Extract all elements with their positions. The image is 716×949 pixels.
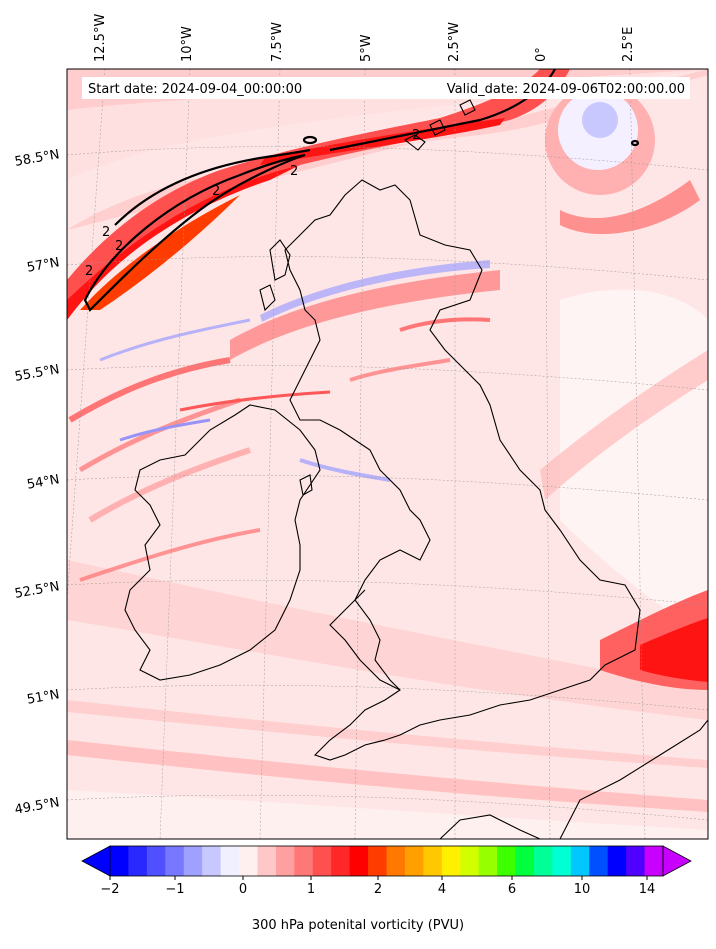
- lat-label: 49.5°N: [14, 795, 61, 818]
- map-frame: [66, 68, 709, 840]
- colorbar-segment: [368, 846, 387, 876]
- contour-label: 2: [85, 264, 93, 279]
- contour-labels: 2 2 2 2 2 2: [85, 128, 420, 279]
- colorbar-segment: [533, 846, 553, 876]
- colorbar-segment: [404, 846, 424, 876]
- valid-date-label: Valid_date: 2024-09-06T02:00:00.00: [447, 82, 685, 97]
- colorbar-outline: [109, 845, 664, 877]
- latitude-labels: 58.5°N 57°N 55.5°N 54°N 52.5°N 51°N 49.5°N: [14, 147, 61, 818]
- colorbar-title: 300 hPa potenital vorticity (PVU): [251, 918, 465, 933]
- colorbar-tick-label: 0: [239, 882, 247, 897]
- contour-label: 2: [412, 128, 420, 143]
- lat-label: 52.5°N: [14, 579, 61, 602]
- graticule: [67, 69, 708, 839]
- colorbar-segment: [128, 846, 148, 876]
- colorbar-segment: [220, 846, 240, 876]
- colorbar-segment: [312, 846, 332, 876]
- lat-label: 58.5°N: [14, 147, 61, 170]
- colorbar-tick-label: −2: [100, 882, 119, 897]
- pv-field: [67, 69, 708, 839]
- contour-label: 2: [212, 184, 220, 199]
- contour-label: 2: [290, 164, 298, 179]
- colorbar: −2 −1 0 1 2 4 6 10 14: [81, 845, 692, 897]
- colorbar-segment: [423, 846, 443, 876]
- colorbar-segment: [497, 846, 517, 876]
- colorbar-under-arrow: [81, 845, 111, 877]
- colorbar-tick-label: 4: [438, 882, 446, 897]
- lon-label: 10°W: [180, 26, 195, 62]
- lon-label: 0°: [534, 47, 549, 62]
- colorbar-segment: [478, 846, 498, 876]
- lat-label: 55.5°N: [14, 362, 61, 385]
- colorbar-segment: [570, 846, 590, 876]
- colorbar-segment: [294, 846, 314, 876]
- colorbar-segment: [183, 846, 203, 876]
- lat-label: 51°N: [26, 687, 61, 707]
- date-box: [82, 77, 690, 99]
- colorbar-segment: [644, 846, 664, 876]
- colorbar-segment: [239, 846, 258, 876]
- colorbar-segment: [202, 846, 222, 876]
- colorbar-over-arrow: [662, 845, 692, 877]
- colorbar-tick-label: 2: [374, 882, 382, 897]
- lon-label: 7.5°W: [270, 22, 285, 62]
- colorbar-tick-label: 10: [574, 882, 591, 897]
- colorbar-segment: [146, 846, 166, 876]
- lon-label: 12.5°W: [93, 14, 108, 62]
- longitude-labels: 12.5°W 10°W 7.5°W 5°W 2.5°W 0° 2.5°E: [93, 14, 636, 62]
- lat-label: 57°N: [26, 255, 61, 275]
- colorbar-tick-label: 1: [307, 882, 315, 897]
- colorbar-segment: [110, 846, 129, 876]
- colorbar-segment: [257, 846, 277, 876]
- colorbar-segment: [607, 846, 627, 876]
- colorbar-segment: [552, 846, 572, 876]
- colorbar-tick-label: −1: [165, 882, 184, 897]
- colorbar-segment: [441, 846, 461, 876]
- colorbar-segment: [331, 846, 351, 876]
- colorbar-segment: [349, 846, 369, 876]
- colorbar-segment: [275, 846, 295, 876]
- lon-label: 5°W: [359, 34, 374, 62]
- lon-label: 2.5°W: [447, 22, 462, 62]
- contour-label: 2: [102, 225, 110, 240]
- lat-label: 54°N: [26, 472, 61, 492]
- colorbar-segment: [589, 846, 609, 876]
- colorbar-segment: [515, 846, 535, 876]
- coastline: [124, 99, 708, 839]
- colorbar-segment: [165, 846, 185, 876]
- colorbar-segment: [626, 846, 646, 876]
- colorbar-segment: [386, 846, 406, 876]
- contour-label: 2: [115, 239, 123, 254]
- start-date-label: Start date: 2024-09-04_00:00:00: [88, 82, 302, 97]
- colorbar-tick-label: 6: [508, 882, 516, 897]
- colorbar-segment: [460, 846, 480, 876]
- lon-label: 2.5°E: [621, 27, 636, 62]
- colorbar-tick-label: 14: [639, 882, 656, 897]
